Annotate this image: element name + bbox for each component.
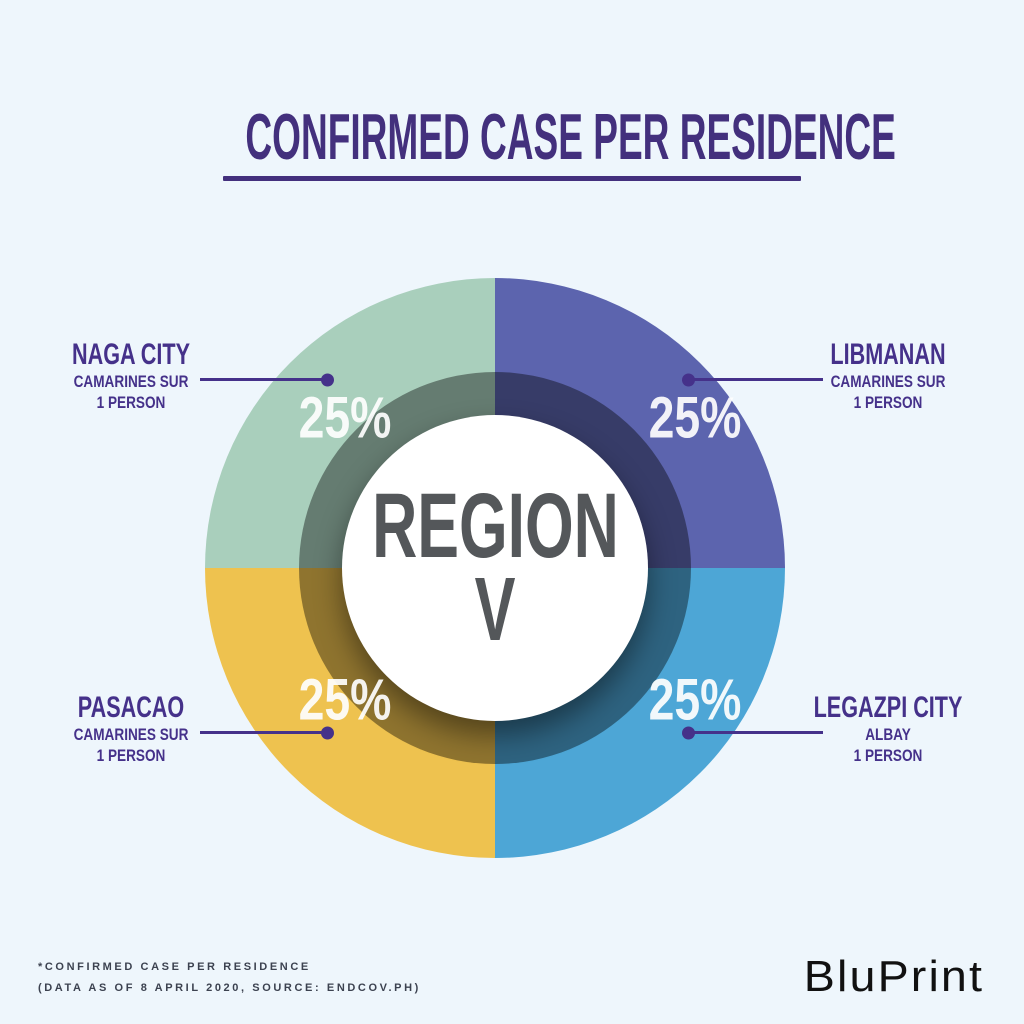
callout-connector-naga-city: [200, 378, 327, 381]
footnote-line1: *CONFIRMED CASE PER RESIDENCE: [38, 961, 311, 974]
center-label-region: REGION: [371, 475, 619, 578]
callout-province: CAMARINES SUR: [73, 725, 189, 744]
callout-city-name: LEGAZPI CITY: [813, 691, 963, 724]
percent-label-libmanan: 25%: [648, 385, 742, 451]
callout-person-count: 1 PERSON: [853, 393, 923, 413]
callout-connector-legazpi-city: [689, 731, 823, 734]
title-block: CONFIRMED CASE PER RESIDENCE: [0, 104, 1024, 181]
callout-city-name: PASACAO: [77, 691, 185, 724]
donut-center-circle: REGION V: [342, 415, 648, 721]
callout-person-count: 1 PERSON: [96, 746, 166, 766]
footnote-line2: (DATA AS OF 8 APRIL 2020, SOURCE: ENDCOV…: [38, 981, 421, 994]
footnote: *CONFIRMED CASE PER RESIDENCE (DATA AS O…: [38, 957, 421, 998]
callout-person-count: 1 PERSON: [96, 393, 166, 413]
callout-province: CAMARINES SUR: [73, 372, 189, 391]
percent-label-legazpi-city: 25%: [648, 667, 742, 733]
callout-libmanan: LIBMANAN CAMARINES SUR 1 PERSON: [768, 340, 1008, 413]
center-label-region-number: V: [474, 559, 516, 660]
callout-city-name: NAGA CITY: [71, 338, 190, 371]
page-title: CONFIRMED CASE PER RESIDENCE: [245, 100, 896, 173]
callout-pasacao: PASACAO CAMARINES SUR 1 PERSON: [11, 693, 251, 766]
donut-chart: REGION V 25% 25% 25% 25%: [205, 278, 785, 858]
callout-connector-libmanan: [689, 378, 823, 381]
callout-city-name: LIBMANAN: [830, 338, 946, 371]
callout-person-count: 1 PERSON: [853, 746, 923, 766]
callout-province: ALBAY: [865, 725, 911, 744]
callout-connector-pasacao: [200, 731, 327, 734]
percent-label-pasacao: 25%: [298, 667, 392, 733]
bluprint-logo: BluPrint: [803, 952, 984, 1001]
callout-legazpi-city: LEGAZPI CITY ALBAY 1 PERSON: [768, 693, 1008, 766]
title-underline: [223, 176, 801, 181]
callout-naga-city: NAGA CITY CAMARINES SUR 1 PERSON: [11, 340, 251, 413]
callout-province: CAMARINES SUR: [830, 372, 946, 391]
percent-label-naga-city: 25%: [298, 385, 392, 451]
